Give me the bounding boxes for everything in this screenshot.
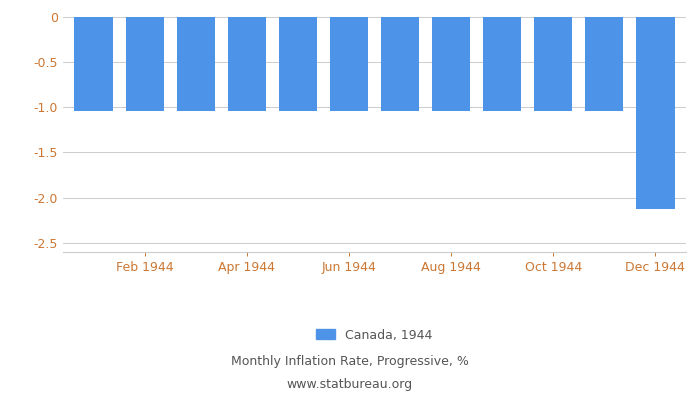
Bar: [432, 16, 470, 111]
Bar: [534, 16, 573, 111]
Bar: [279, 16, 317, 111]
Bar: [74, 16, 113, 111]
Text: www.statbureau.org: www.statbureau.org: [287, 378, 413, 391]
Bar: [125, 16, 164, 111]
Legend: Canada, 1944: Canada, 1944: [312, 324, 438, 346]
Bar: [330, 16, 368, 111]
Bar: [636, 16, 675, 210]
Bar: [228, 16, 266, 111]
Bar: [585, 16, 624, 111]
Bar: [176, 16, 215, 111]
Text: Monthly Inflation Rate, Progressive, %: Monthly Inflation Rate, Progressive, %: [231, 356, 469, 368]
Bar: [381, 16, 419, 111]
Bar: [483, 16, 522, 111]
